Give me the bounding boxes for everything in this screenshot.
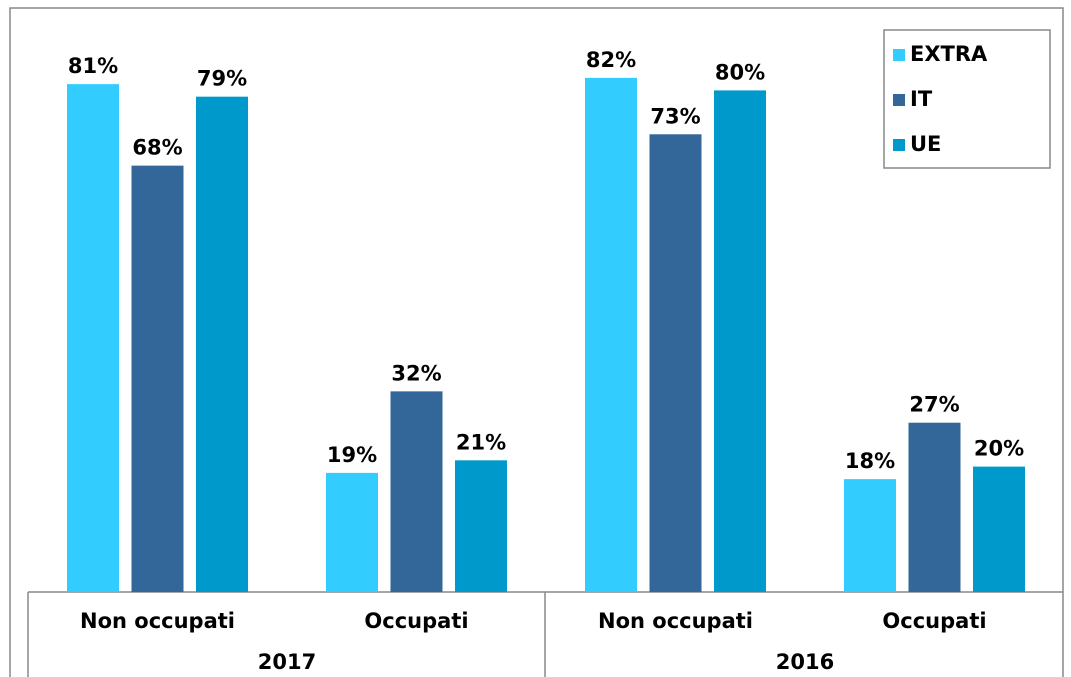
bar	[131, 165, 184, 592]
value-label: 21%	[456, 430, 506, 454]
legend-label: UE	[910, 132, 941, 156]
bar	[973, 466, 1025, 592]
bar	[67, 84, 119, 592]
value-label: 82%	[586, 48, 636, 72]
x-tick-label: Occupati	[364, 609, 468, 633]
value-label: 68%	[132, 136, 182, 160]
x-tick-label: Occupati	[882, 609, 986, 633]
bar	[844, 479, 896, 592]
value-label: 18%	[845, 449, 895, 473]
value-label: 32%	[391, 361, 441, 385]
legend-box	[883, 29, 1051, 169]
value-label: 27%	[909, 393, 959, 417]
bar	[714, 90, 766, 593]
bar	[585, 77, 637, 593]
value-label: 19%	[327, 443, 377, 467]
value-label: 80%	[715, 60, 765, 84]
x-tick-label: Non occupati	[598, 609, 753, 633]
legend-label: IT	[910, 87, 933, 111]
legend-label: EXTRA	[910, 42, 988, 66]
group-label: 2016	[776, 650, 834, 674]
x-tick-label: Non occupati	[80, 609, 235, 633]
legend-swatch	[893, 49, 905, 61]
bar	[455, 460, 507, 592]
legend-swatch	[893, 139, 905, 151]
bar	[326, 472, 378, 592]
value-label: 81%	[68, 54, 118, 78]
value-label: 73%	[650, 104, 700, 128]
legend-swatch	[893, 94, 905, 106]
group-label: 2017	[258, 650, 316, 674]
value-label: 20%	[974, 437, 1024, 461]
bar	[196, 96, 248, 593]
bar	[908, 422, 961, 592]
value-label: 79%	[197, 67, 247, 91]
bar	[649, 134, 702, 593]
bar	[390, 391, 443, 592]
